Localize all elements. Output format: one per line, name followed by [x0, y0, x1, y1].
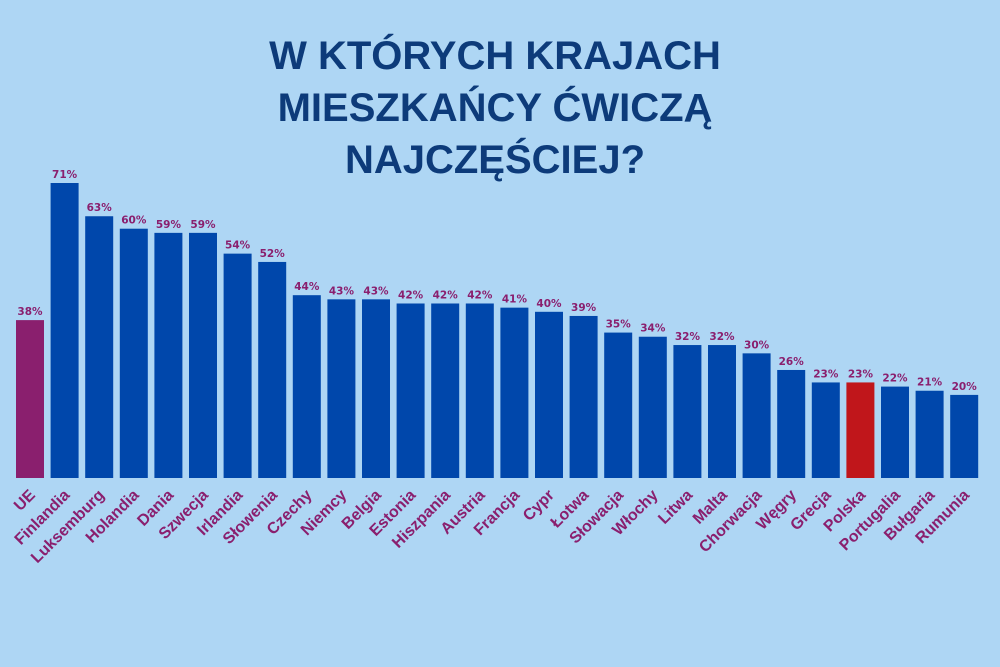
bar-estonia: [396, 303, 425, 478]
chart-title-line-3: NAJCZĘŚCIEJ?: [344, 138, 646, 182]
bar-chorwacja: [742, 353, 771, 478]
chart-title-line-1: W KTÓRYCH KRAJACH: [269, 34, 721, 78]
value-label-szwecja: 59%: [190, 219, 216, 231]
chart-title: W KTÓRYCH KRAJACH MIESZKAŃCY ĆWICZĄ NAJC…: [0, 30, 990, 186]
bar-bulgaria: [915, 390, 944, 478]
value-label-rumunia: 20%: [952, 381, 978, 393]
bar-finlandia: [50, 183, 79, 478]
value-label-wlochy: 34%: [640, 323, 666, 335]
value-label-czechy: 44%: [294, 281, 320, 293]
bar-cypr: [535, 311, 563, 478]
value-label-hiszpania: 42%: [433, 289, 459, 301]
bar-niemcy: [327, 299, 356, 478]
bar-czechy: [292, 295, 321, 478]
chart-title-line-2: MIESZKAŃCY ĆWICZĄ: [277, 86, 713, 130]
bar-szwecja: [189, 232, 217, 478]
value-label-francja: 41%: [502, 294, 528, 306]
bar-belgia: [362, 299, 390, 478]
value-label-chorwacja: 30%: [744, 339, 770, 351]
bar-lotwa: [569, 315, 598, 478]
value-label-grecja: 23%: [813, 368, 839, 380]
bar-hiszpania: [431, 303, 460, 478]
value-label-dania: 59%: [156, 219, 182, 231]
value-label-niemcy: 43%: [329, 285, 355, 297]
bar-malta: [708, 345, 736, 478]
value-label-cypr: 40%: [536, 298, 562, 310]
value-label-wegry: 26%: [779, 356, 805, 368]
bar-polska: [846, 382, 875, 478]
category-label-ue: UE: [11, 487, 39, 515]
value-label-finlandia: 71%: [52, 169, 78, 181]
bar-slowacja: [604, 332, 633, 478]
value-label-polska: 23%: [848, 368, 874, 380]
bar-wlochy: [638, 336, 667, 478]
value-label-bulgaria: 21%: [917, 377, 943, 389]
category-label-litwa: Litwa: [655, 487, 696, 528]
value-label-slowacja: 35%: [606, 319, 632, 331]
value-label-holandia: 60%: [121, 215, 147, 227]
value-label-slowenia: 52%: [260, 248, 286, 260]
bar-austria: [465, 303, 494, 478]
bar-ue: [16, 320, 44, 478]
value-label-belgia: 43%: [363, 285, 389, 297]
value-label-lotwa: 39%: [571, 302, 597, 314]
value-label-austria: 42%: [467, 289, 493, 301]
bar-wegry: [777, 369, 806, 478]
bar-dania: [154, 232, 183, 478]
value-label-luksemburg: 63%: [87, 202, 113, 214]
bar-slowenia: [258, 261, 287, 478]
value-label-estonia: 42%: [398, 289, 424, 301]
bar-portugalia: [881, 386, 909, 478]
bar-holandia: [119, 228, 148, 478]
value-label-litwa: 32%: [675, 331, 701, 343]
bar-grecja: [811, 382, 840, 478]
value-label-malta: 32%: [709, 331, 735, 343]
bar-rumunia: [950, 394, 979, 478]
value-label-ue: 38%: [17, 306, 43, 318]
bar-irlandia: [223, 253, 252, 478]
value-label-portugalia: 22%: [882, 373, 908, 385]
value-label-irlandia: 54%: [225, 240, 251, 252]
bar-luksemburg: [85, 216, 114, 478]
bar-francja: [500, 307, 529, 478]
bar-litwa: [673, 345, 702, 478]
